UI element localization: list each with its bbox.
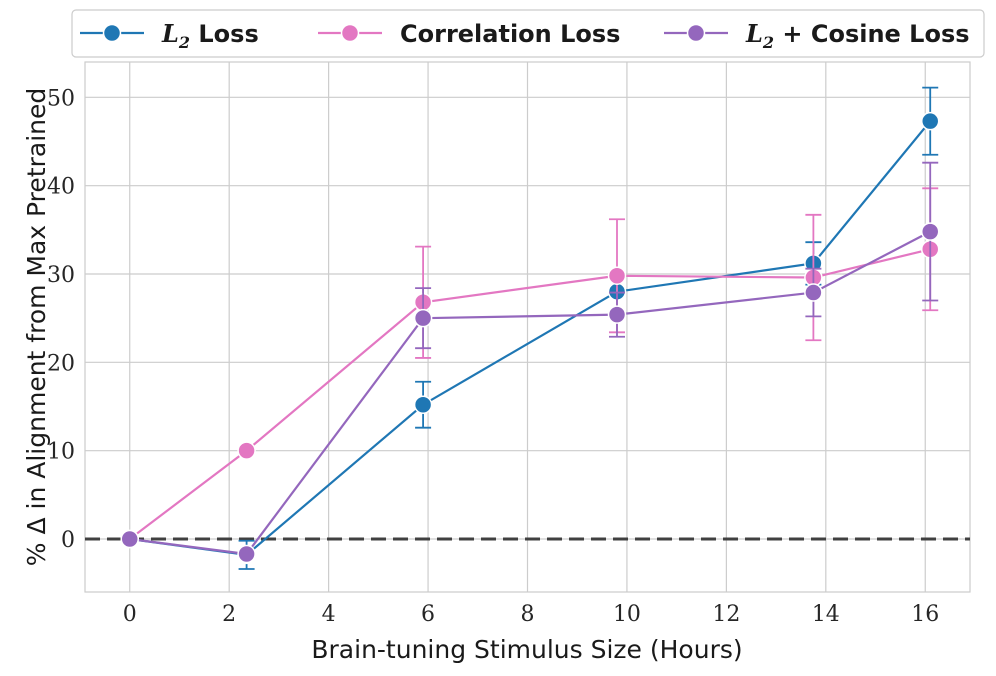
tick-label-layer: 0 2 4 6 8 10 12 14 16 0 10 20 30 40 50 bbox=[47, 86, 939, 627]
legend-marker bbox=[340, 23, 360, 43]
legend-label: L2 Loss bbox=[161, 19, 259, 52]
x-tick-label: 12 bbox=[712, 602, 740, 627]
x-tick-label: 4 bbox=[322, 602, 336, 627]
y-tick-label: 30 bbox=[47, 263, 75, 288]
y-tick-label: 50 bbox=[47, 86, 75, 111]
x-tick-label: 16 bbox=[911, 602, 939, 627]
legend-marker bbox=[686, 23, 706, 43]
y-tick-label: 10 bbox=[47, 440, 75, 465]
series-line bbox=[129, 248, 931, 540]
y-axis-label: % Δ in Alignment from Max Pretrained bbox=[22, 88, 51, 566]
x-axis-label: Brain-tuning Stimulus Size (Hours) bbox=[311, 635, 742, 664]
y-tick-label: 40 bbox=[47, 175, 75, 200]
data-point bbox=[607, 266, 627, 286]
legend: L2 Loss Correlation Loss L2 + Cosine Loss bbox=[71, 9, 985, 58]
series-layer bbox=[120, 86, 940, 570]
series-line bbox=[129, 230, 931, 556]
data-point bbox=[607, 305, 627, 324]
x-tick-label: 10 bbox=[613, 602, 641, 627]
y-tick-label: 0 bbox=[61, 528, 75, 553]
data-point bbox=[920, 222, 940, 241]
x-tick-label: 2 bbox=[222, 602, 236, 627]
data-point bbox=[920, 111, 940, 131]
legend-marker bbox=[102, 23, 122, 43]
series-2 bbox=[120, 161, 940, 564]
data-point bbox=[804, 283, 823, 302]
data-point bbox=[413, 308, 433, 328]
x-tick-label: 14 bbox=[812, 602, 840, 627]
data-point bbox=[237, 544, 256, 564]
x-tick-label: 0 bbox=[123, 602, 137, 627]
legend-label: L2 + Cosine Loss bbox=[745, 19, 970, 52]
x-tick-label: 8 bbox=[521, 602, 535, 627]
data-point bbox=[237, 441, 256, 460]
data-point bbox=[120, 529, 139, 549]
y-tick-label: 20 bbox=[47, 351, 75, 376]
data-point bbox=[413, 395, 433, 414]
legend-label: Correlation Loss bbox=[400, 20, 620, 48]
legend-frame bbox=[71, 9, 985, 58]
x-tick-label: 6 bbox=[421, 602, 435, 627]
